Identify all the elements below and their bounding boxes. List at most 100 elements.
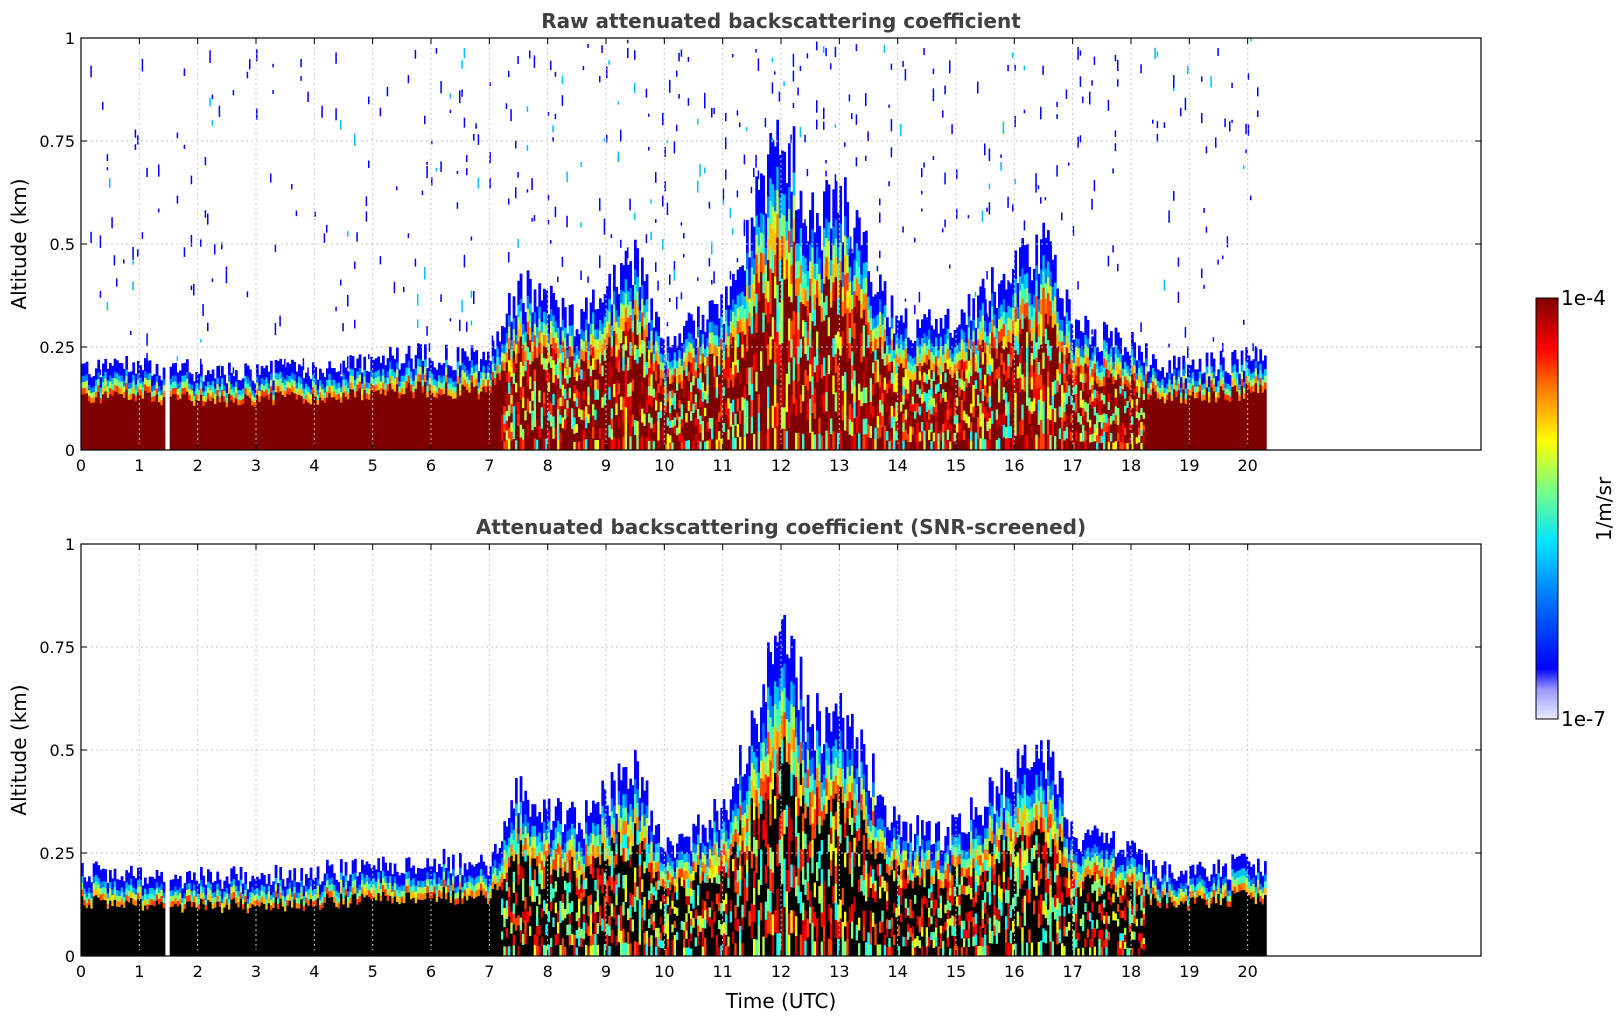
heatmap-cell: [347, 376, 350, 383]
heatmap-cell: [617, 360, 621, 373]
heatmap-cell: [683, 405, 686, 416]
heatmap-cell: [256, 413, 259, 420]
heatmap-cell: [244, 369, 248, 377]
heatmap-cell: [510, 413, 514, 424]
heatmap-cell: [316, 389, 320, 396]
noise-pixel: [449, 93, 452, 99]
heatmap-cell: [820, 350, 824, 365]
noise-pixel: [470, 290, 473, 298]
heatmap-cell: [816, 314, 819, 332]
noise-pixel: [134, 144, 137, 150]
heatmap-cell: [480, 411, 483, 419]
panel-title: Raw attenuated backscattering coefficien…: [541, 9, 1021, 33]
noise-pixel: [200, 239, 202, 247]
heatmap-cell: [400, 412, 404, 420]
heatmap-cell: [209, 395, 213, 402]
heatmap-cell: [449, 384, 453, 391]
heatmap-cell: [711, 385, 714, 397]
heatmap-cell: [526, 424, 530, 438]
heatmap-cell: [627, 410, 630, 425]
heatmap-cell: [543, 392, 546, 405]
heatmap-cell: [260, 420, 264, 427]
noise-pixel: [475, 123, 477, 129]
heatmap-cell: [155, 413, 159, 420]
heatmap-cell: [657, 383, 661, 394]
heatmap-cell: [571, 387, 574, 399]
heatmap-cell: [127, 444, 131, 450]
heatmap-cell: [176, 438, 180, 445]
heatmap-cell: [186, 385, 189, 393]
heatmap-cell: [447, 419, 451, 427]
heatmap-cell: [776, 166, 780, 191]
heatmap-cell: [813, 310, 817, 327]
heatmap-cell: [370, 443, 374, 450]
heatmap-cell: [655, 380, 658, 392]
heatmap-cell: [687, 400, 691, 412]
heatmap-cell: [655, 351, 658, 362]
heatmap-cell: [363, 370, 367, 378]
heatmap-cell: [839, 355, 843, 376]
heatmap-cell: [148, 430, 152, 438]
heatmap-cell: [244, 363, 248, 371]
heatmap-cell: [270, 399, 273, 406]
heatmap-cell: [223, 423, 227, 429]
heatmap-cell: [85, 405, 89, 413]
noise-pixel: [697, 118, 699, 125]
heatmap-cell: [92, 391, 96, 398]
heatmap-cell: [739, 319, 742, 333]
heatmap-cell: [657, 354, 661, 365]
heatmap-cell: [760, 390, 763, 411]
heatmap-cell: [400, 400, 404, 408]
heatmap-cell: [179, 393, 182, 400]
heatmap-cell: [372, 443, 376, 450]
heatmap-cell: [585, 428, 588, 440]
heatmap-cell: [487, 414, 490, 423]
heatmap-cell: [580, 419, 584, 431]
heatmap-cell: [361, 394, 364, 401]
heatmap-cell: [650, 406, 654, 419]
heatmap-cell: [813, 232, 817, 249]
heatmap-cell: [260, 408, 264, 415]
heatmap-cell: [851, 379, 854, 395]
heatmap-cell: [839, 185, 843, 206]
heatmap-cell: [475, 371, 479, 380]
heatmap-cell: [767, 238, 770, 261]
heatmap-cell: [333, 438, 336, 445]
heatmap-cell: [722, 422, 726, 433]
heatmap-cell: [769, 246, 773, 270]
heatmap-cell: [426, 385, 430, 393]
heatmap-cell: [820, 407, 824, 422]
heatmap-cell: [734, 304, 738, 317]
heatmap-cell: [95, 432, 98, 439]
heatmap-cell: [386, 358, 390, 366]
heatmap-cell: [424, 344, 427, 353]
heatmap-cell: [403, 369, 406, 377]
noise-pixel: [531, 217, 533, 222]
heatmap-cell: [470, 442, 474, 450]
heatmap-cell: [281, 388, 285, 396]
heatmap-cell: [820, 264, 824, 280]
heatmap-cell: [81, 400, 84, 408]
heatmap-cell: [557, 419, 560, 431]
noise-pixel: [834, 174, 837, 182]
noise-pixel: [414, 49, 417, 59]
heatmap-cell: [827, 222, 831, 242]
heatmap-cell: [312, 406, 315, 413]
heatmap-cell: [209, 422, 213, 429]
heatmap-cell: [377, 383, 381, 391]
heatmap-cell: [848, 282, 852, 299]
heatmap-cell: [837, 280, 840, 298]
heatmap-cell: [111, 395, 115, 403]
heatmap-cell: [629, 355, 633, 370]
heatmap-cell: [596, 409, 600, 421]
noise-pixel: [477, 177, 480, 189]
noise-pixel: [461, 300, 463, 313]
noise-pixel: [183, 247, 186, 257]
heatmap-cell: [750, 416, 754, 434]
heatmap-cell: [183, 387, 187, 395]
heatmap-cell: [200, 382, 203, 390]
heatmap-cell: [522, 428, 525, 440]
noise-pixel: [552, 125, 554, 133]
heatmap-cell: [81, 413, 84, 420]
noise-pixel: [566, 171, 568, 183]
